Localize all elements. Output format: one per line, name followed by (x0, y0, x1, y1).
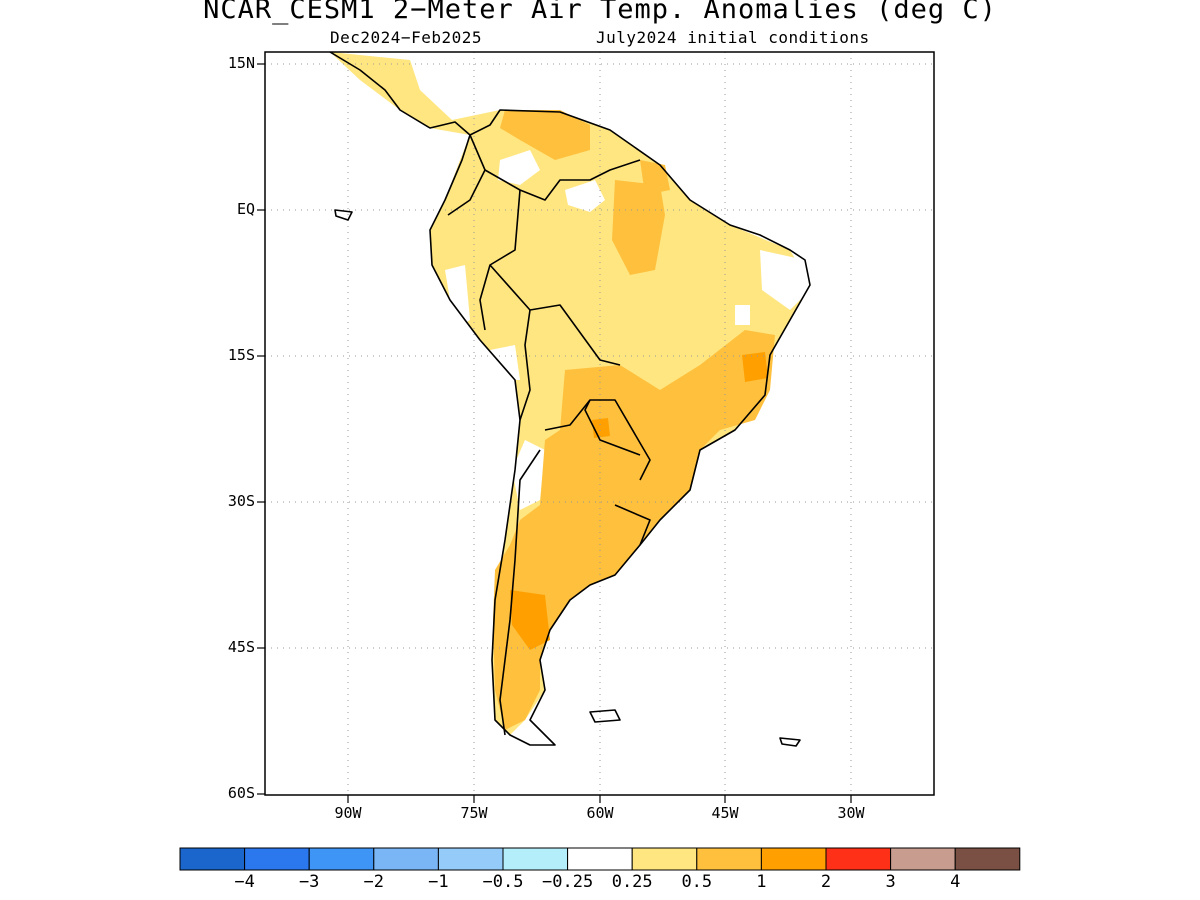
colorbar-swatch (954, 847, 1021, 871)
continent-outline (329, 52, 811, 746)
lat-label-45s: 45S (227, 638, 255, 656)
anomaly-shading (330, 52, 810, 735)
anomaly-region-neutral (565, 180, 605, 212)
colorbar-tick-label: −3 (298, 872, 320, 892)
colorbar-swatch (696, 847, 762, 871)
island (779, 737, 801, 747)
lon-label-60w: 60W (586, 804, 614, 822)
anomaly-region-neutral (512, 440, 545, 510)
anomaly-region-moderate (500, 110, 590, 160)
lon-label-75w: 75W (460, 804, 488, 822)
island (589, 709, 621, 723)
forecast-period: Dec2024−Feb2025 (330, 28, 482, 47)
country-border (489, 264, 621, 366)
colorbar-swatch (825, 847, 892, 871)
colorbar-tick-label: 2 (820, 872, 832, 892)
coastlines (329, 52, 811, 747)
anomaly-region-neutral (498, 150, 540, 185)
anomaly-region-moderate (493, 330, 775, 730)
colorbar-tick-label: −1 (428, 872, 449, 892)
colorbar-tick-label: −4 (234, 872, 255, 892)
colorbar (179, 847, 1021, 871)
colorbar-tick-label: 3 (885, 872, 896, 892)
lat-label-30s: 30S (227, 492, 255, 510)
colorbar-swatch (437, 847, 504, 871)
anomaly-region-neutral (490, 345, 520, 380)
country-border (499, 449, 541, 736)
colorbar-swatch (890, 847, 956, 871)
anomaly-region-strong (742, 352, 768, 382)
colorbar-tick-label: 0.5 (681, 872, 713, 892)
anomaly-region-moderate (612, 180, 665, 275)
lat-label-15n: 15N (227, 54, 255, 72)
lat-label-60s: 60S (227, 784, 255, 802)
colorbar-swatch (502, 847, 569, 871)
colorbar-swatch (373, 847, 439, 871)
colorbar-tick-label: 0.25 (611, 872, 653, 892)
lon-label-45w: 45W (711, 804, 739, 822)
anomaly-region-strong (510, 590, 550, 650)
colorbar-swatch (567, 847, 633, 871)
colorbar-swatch (179, 847, 246, 871)
initial-conditions: July2024 initial conditions (596, 28, 870, 47)
country-border (447, 134, 486, 216)
colorbar-tick-label: −2 (363, 872, 385, 892)
colorbar-tick-label: −0.25 (542, 872, 594, 892)
anomaly-region-neutral (760, 250, 810, 310)
colorbar-tick-label: 4 (950, 872, 961, 892)
colorbar-tick-label: 1 (756, 872, 767, 892)
colorbar-tick-label: −0.5 (482, 872, 524, 892)
anomaly-region-neutral (445, 265, 470, 330)
lon-label-30w: 30W (837, 804, 865, 822)
lon-label-90w: 90W (334, 804, 362, 822)
colorbar-swatch (631, 847, 698, 871)
colorbar-swatch (244, 847, 310, 871)
country-border (584, 399, 641, 456)
axis-ticks (257, 63, 852, 803)
country-border (614, 504, 651, 546)
island (334, 209, 353, 221)
colorbar-swatch (760, 847, 827, 871)
anomaly-region-neutral (735, 305, 750, 325)
country-border (519, 309, 531, 421)
lat-label-eq: EQ (236, 200, 255, 218)
lat-label-15s: 15S (227, 346, 255, 364)
chart-title: NCAR_CESM1 2−Meter Air Temp. Anomalies (… (203, 0, 997, 25)
colorbar-swatch (308, 847, 375, 871)
country-border (544, 399, 651, 481)
